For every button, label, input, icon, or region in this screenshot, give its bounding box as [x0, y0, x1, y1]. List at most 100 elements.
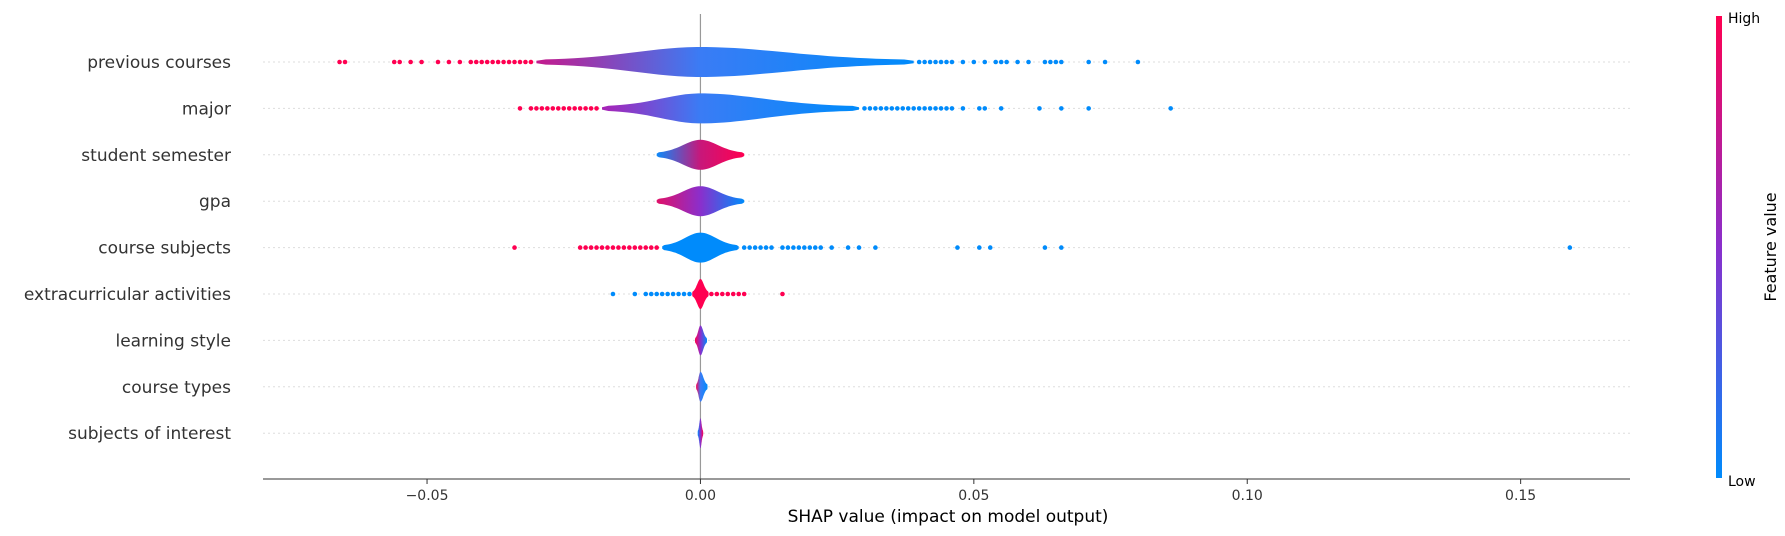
violin-shape	[662, 232, 739, 263]
colorbar-high-label: High	[1728, 11, 1760, 27]
outlier-point-low	[922, 106, 927, 111]
colorbar-title: Feature value	[1761, 192, 1780, 301]
outlier-point-low	[769, 245, 774, 250]
outlier-point-low	[878, 106, 884, 111]
outlier-point-low	[1086, 106, 1091, 111]
outlier-point-high	[577, 106, 583, 111]
outlier-point-low	[933, 106, 938, 111]
outlier-point-low	[812, 245, 818, 250]
outlier-point-high	[523, 59, 528, 65]
outlier-point-low	[1042, 245, 1048, 250]
outlier-point-high	[419, 59, 424, 65]
outlier-point-high	[342, 59, 348, 65]
outlier-point-high	[648, 245, 654, 250]
colorbar: High Low Feature value	[1716, 11, 1780, 490]
outlier-point-low	[856, 245, 862, 250]
violins	[536, 47, 914, 449]
violin-shape	[602, 93, 859, 124]
outlier-point-low	[1086, 59, 1091, 65]
outlier-point-high	[550, 106, 556, 111]
outlier-point-high	[605, 245, 610, 250]
feature-label: previous courses	[87, 53, 231, 73]
x-axis: −0.05 0.00 0.05 0.10 0.15	[263, 478, 1630, 504]
outlier-point-low	[998, 59, 1004, 65]
outlier-point-low	[1004, 59, 1009, 65]
outlier-point-high	[391, 59, 397, 65]
outlier-point-high	[714, 291, 720, 297]
violin-shape	[695, 325, 707, 356]
outlier-point-low	[1048, 59, 1053, 65]
outlier-point-high	[594, 245, 599, 250]
outlier-point-low	[796, 245, 802, 250]
outlier-point-high	[479, 59, 485, 65]
x-tick-label: 0.00	[685, 488, 716, 504]
outlier-point-low	[977, 106, 982, 111]
outlier-point-low	[1059, 106, 1064, 111]
outlier-point-low	[1168, 106, 1173, 111]
outlier-point-low	[982, 106, 988, 111]
outlier-point-high	[637, 245, 643, 250]
outlier-point-high	[517, 106, 523, 111]
outlier-point-high	[594, 106, 599, 111]
x-tick-label: −0.05	[406, 488, 449, 504]
outlier-point-low	[802, 245, 807, 250]
outlier-point-low	[993, 59, 999, 65]
outlier-point-low	[829, 245, 834, 250]
outlier-point-low	[867, 106, 873, 111]
outlier-point-high	[583, 106, 588, 111]
outlier-point-low	[889, 106, 895, 111]
violin-shape	[692, 279, 709, 309]
outlier-point-high	[484, 59, 490, 65]
outlier-point-low	[681, 291, 687, 297]
outlier-dots	[337, 59, 1573, 297]
feature-label: learning style	[115, 331, 231, 351]
outlier-point-high	[588, 245, 594, 250]
outlier-point-high	[621, 245, 627, 250]
outlier-point-high	[610, 245, 616, 250]
outlier-point-high	[588, 106, 594, 111]
outlier-point-low	[916, 59, 922, 65]
outlier-point-low	[665, 291, 670, 297]
outlier-point-low	[659, 291, 665, 297]
feature-label: gpa	[199, 192, 231, 212]
outlier-point-high	[435, 59, 441, 65]
outlier-point-low	[938, 106, 944, 111]
outlier-point-high	[539, 106, 545, 111]
outlier-point-high	[709, 291, 714, 297]
outlier-point-low	[982, 59, 988, 65]
outlier-point-low	[1015, 59, 1020, 65]
outlier-point-high	[446, 59, 452, 65]
outlier-point-high	[736, 291, 742, 297]
outlier-point-low	[922, 59, 927, 65]
outlier-point-high	[632, 245, 638, 250]
outlier-point-high	[528, 106, 534, 111]
outlier-point-low	[949, 59, 955, 65]
outlier-point-low	[873, 106, 878, 111]
outlier-point-low	[654, 291, 659, 297]
x-tick-label: 0.15	[1505, 488, 1536, 504]
violin-shape	[656, 139, 745, 170]
violin-shape	[697, 418, 704, 449]
outlier-point-low	[643, 291, 649, 297]
outlier-point-low	[1037, 106, 1042, 111]
outlier-point-low	[752, 245, 758, 250]
outlier-point-low	[927, 59, 933, 65]
outlier-point-low	[785, 245, 791, 250]
outlier-point-high	[495, 59, 501, 65]
outlier-point-low	[905, 106, 911, 111]
outlier-point-low	[977, 245, 982, 250]
outlier-point-low	[998, 106, 1004, 111]
outlier-point-high	[780, 291, 785, 297]
outlier-point-low	[862, 106, 867, 111]
outlier-point-low	[1053, 59, 1059, 65]
outlier-point-low	[960, 106, 966, 111]
outlier-point-high	[506, 59, 512, 65]
outlier-point-low	[1026, 59, 1031, 65]
outlier-point-low	[610, 291, 616, 297]
outlier-point-high	[528, 59, 534, 65]
feature-label: course subjects	[98, 239, 231, 259]
outlier-point-low	[632, 291, 638, 297]
outlier-point-high	[741, 291, 747, 297]
outlier-point-low	[1135, 59, 1141, 65]
outlier-point-high	[397, 59, 403, 65]
